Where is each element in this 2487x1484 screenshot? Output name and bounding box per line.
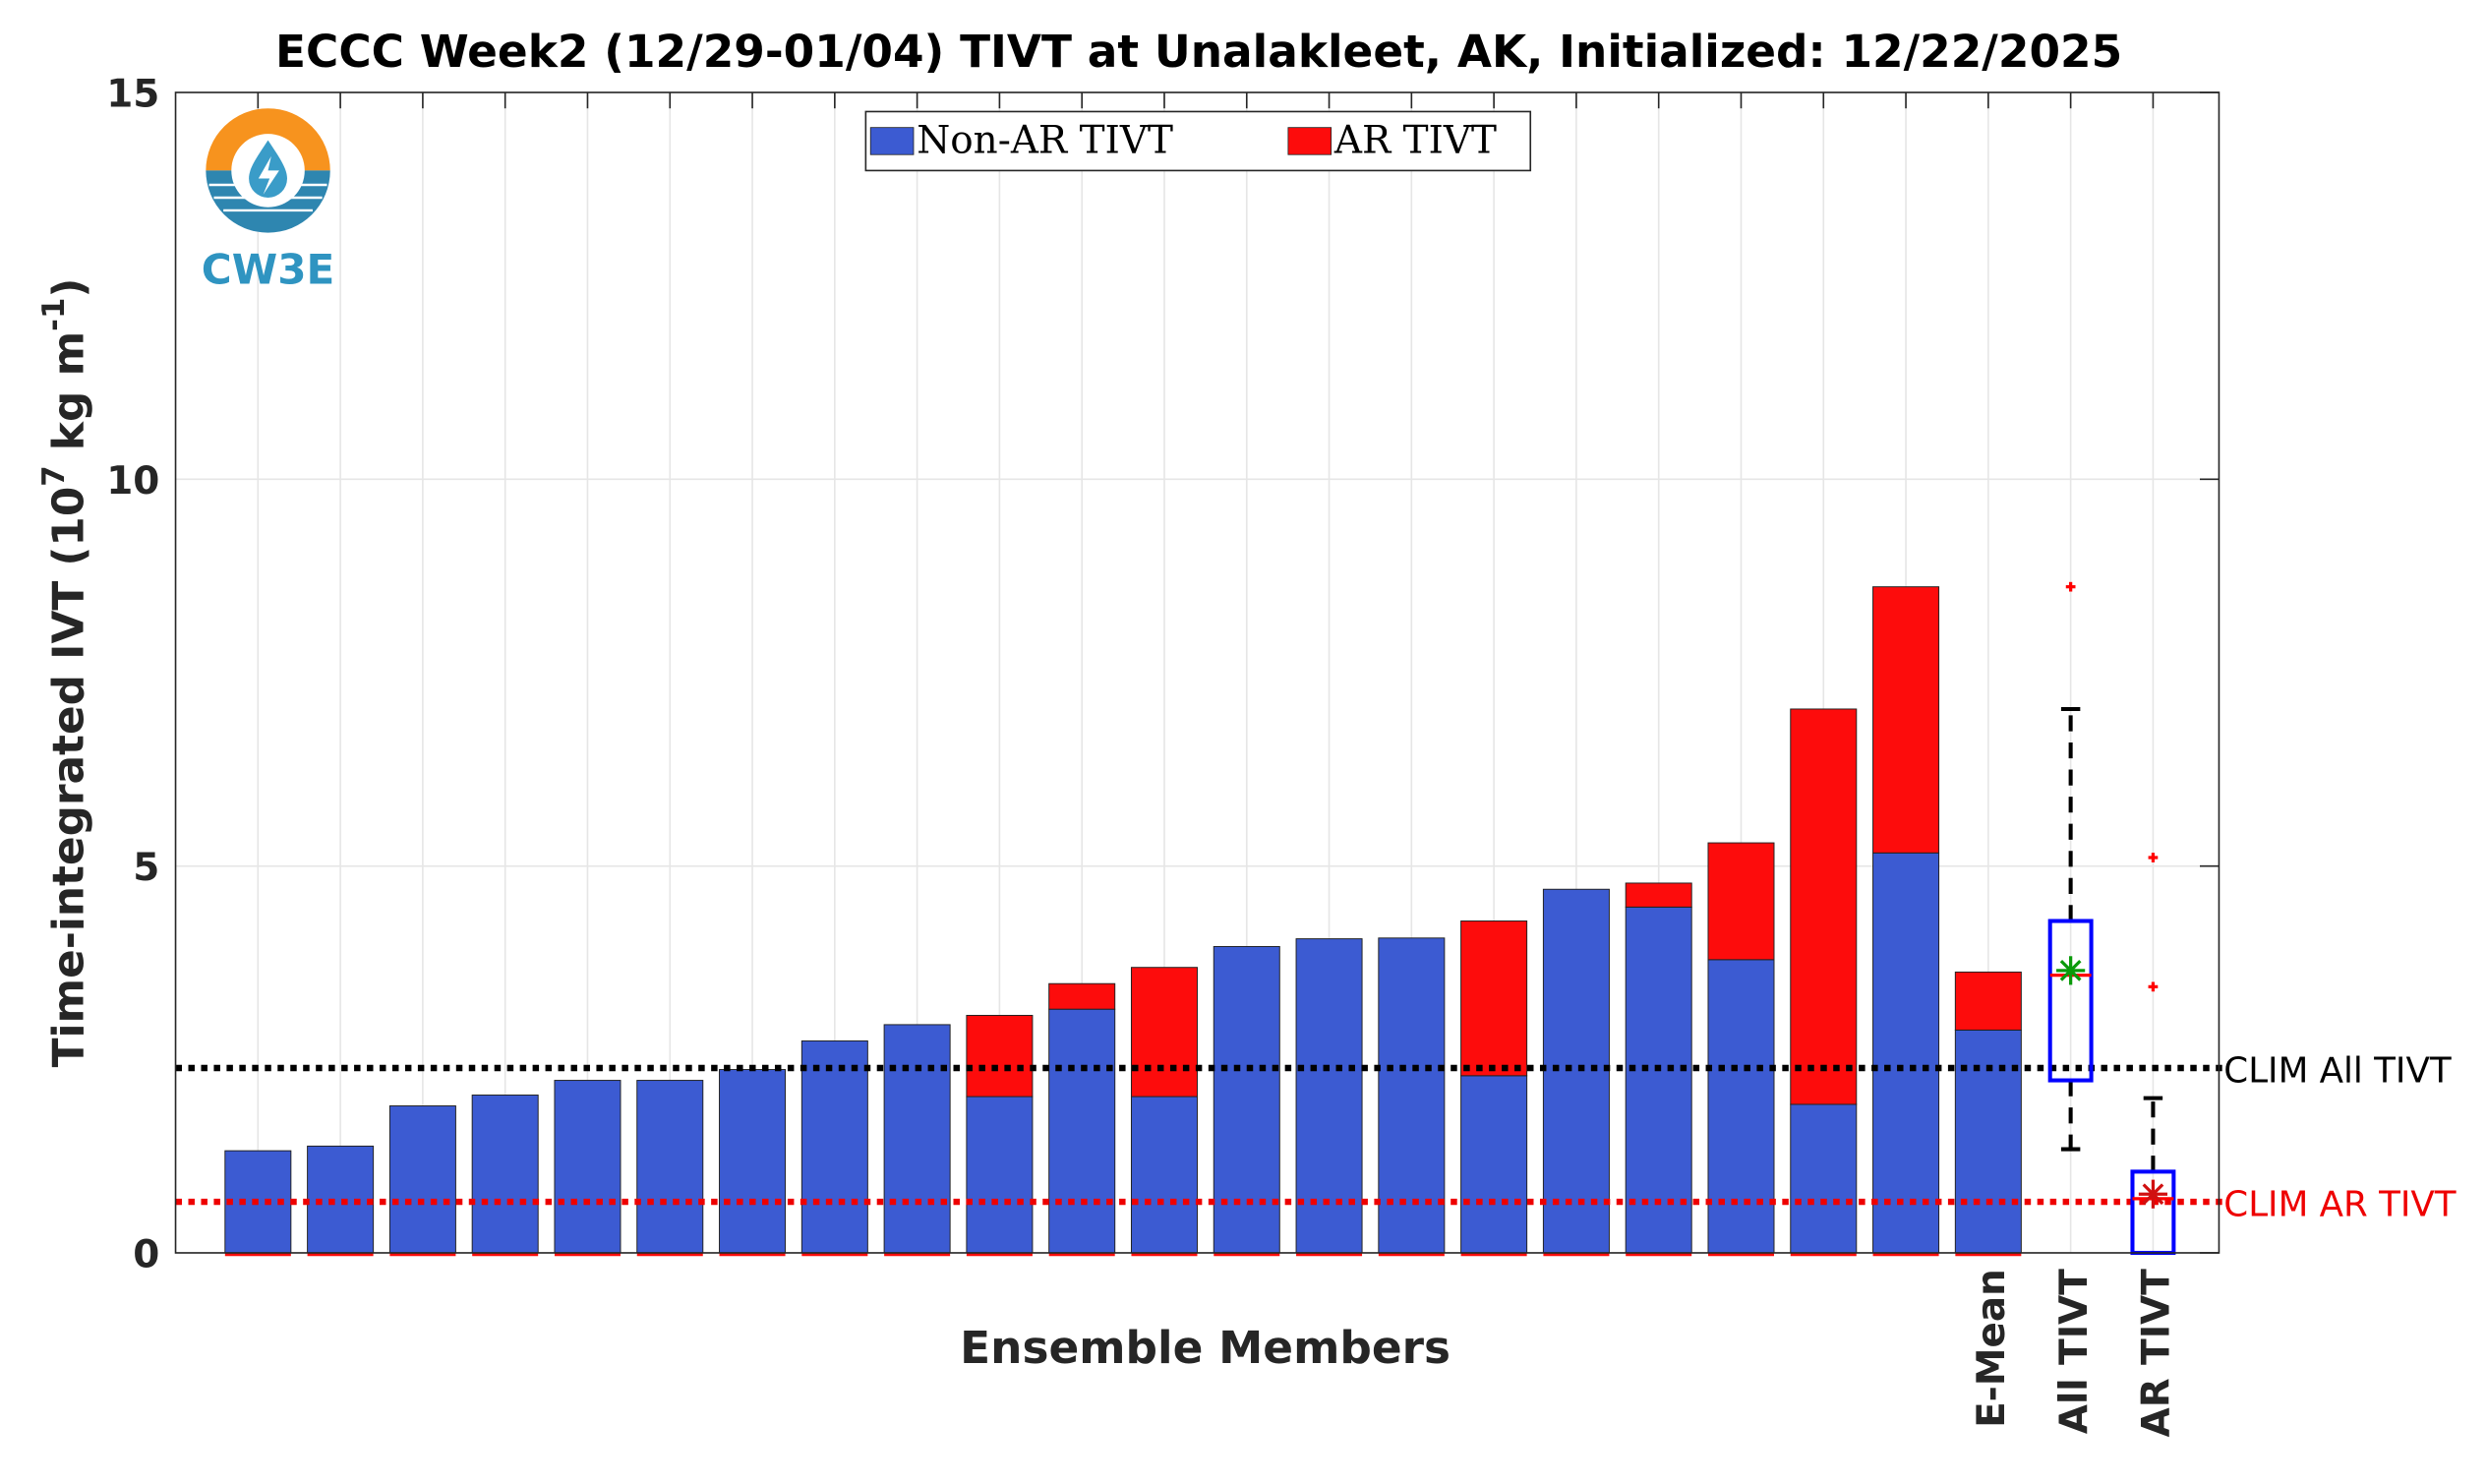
bar-non-ar [1048,1008,1116,1254]
bar-non-ar [1213,945,1280,1254]
bar-non-ar [1790,1103,1858,1254]
bar-non-ar [1295,938,1363,1254]
x-tick-label: AR TIVT [2135,1269,2179,1438]
box [2047,919,2094,1083]
bar-non-ar [388,1105,456,1254]
bar-non-ar [1707,959,1775,1254]
bar-ar [1872,586,1940,854]
bar-ar [1625,882,1692,908]
legend-label-non-ar: Non-AR TIVT [917,119,1173,163]
bar-non-ar [966,1096,1034,1254]
bar-non-ar [1872,852,1940,1254]
x-axis-label: Ensemble Members [960,1322,1451,1374]
bars: CLIM All TIVT CLIM AR TIVT [175,581,2457,1257]
boxplot [2047,581,2094,1152]
x-tick-label: E-Mean [1970,1269,2014,1428]
bar-non-ar [1378,937,1446,1254]
bar-ar [1130,967,1198,1098]
bar-non-ar [471,1095,539,1254]
bar-ar [1790,708,1858,1105]
plot-area-border [174,91,2221,1254]
svg-text:CW3E: CW3E [202,246,334,294]
bar-non-ar [1954,1029,2022,1254]
y-axis-label: Time-integrated IVT (107 kg m-1) [36,278,93,1068]
bar-non-ar [883,1024,951,1254]
x-tick-label: All TIVT [2052,1269,2097,1434]
legend-swatch-ar [1287,127,1332,155]
bar-non-ar [636,1080,704,1254]
legend-swatch-non-ar [869,127,915,155]
cw3e-logo: CW3E [202,108,334,294]
bar-non-ar [719,1069,787,1254]
y-tick-label: 5 [133,846,159,890]
y-ticks: 0 5 10 15 [106,73,159,1277]
bar-non-ar [800,1039,868,1254]
legend-label-ar: AR TIVT [1333,119,1497,163]
bar-ar [966,1014,1034,1098]
y-tick-label: 0 [133,1233,159,1277]
legend: Non-AR TIVT AR TIVT [864,110,1532,172]
bar-non-ar [1625,906,1692,1254]
bar-ar [1460,920,1528,1077]
bar-ar [1954,971,2022,1031]
y-tick-label: 15 [106,73,159,117]
mean-marker [2059,959,2082,981]
y-tick-label: 10 [106,459,159,504]
bar-ar [1707,842,1775,961]
reference-line-label: CLIM AR TIVT [2223,1185,2456,1225]
bar-non-ar [554,1080,622,1254]
bar-ar [1048,982,1116,1010]
reference-line-label: CLIM All TIVT [2223,1051,2452,1092]
chart-title: ECCC Week2 (12/29-01/04) TIVT at Unalakl… [275,26,2122,78]
bar-non-ar [1460,1075,1528,1254]
bar-non-ar [1130,1096,1198,1254]
mean-marker [2142,1183,2164,1206]
x-tick-labels: E-Mean All TIVT AR TIVT [1970,1269,2179,1438]
